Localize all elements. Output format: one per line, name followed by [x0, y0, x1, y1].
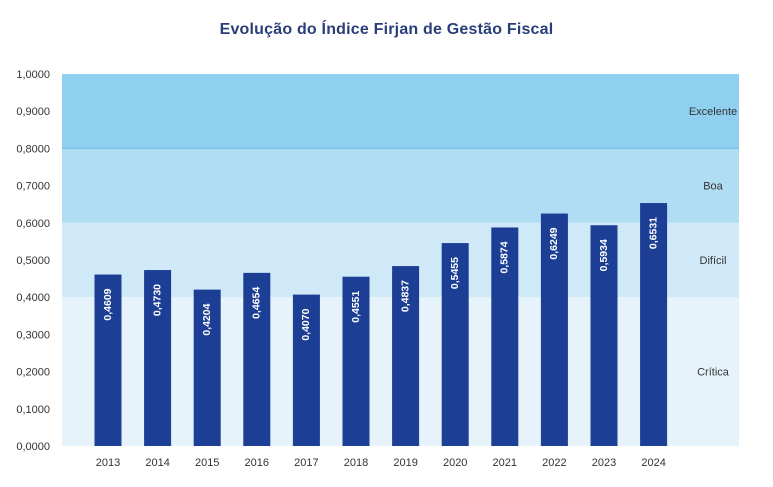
bar-value-label: 0,4609: [102, 288, 114, 320]
bar: [193, 289, 221, 446]
chart-title: Evolução do Índice Firjan de Gestão Fisc…: [219, 21, 554, 38]
bar: [292, 294, 320, 446]
y-axis-ticks: 0,0000 0,1000 0,2000 0,3000 0,4000 0,5000 0,60…: [16, 69, 50, 453]
band-label-0: Crítica: [697, 367, 730, 379]
bar-value-label: 0,4070: [300, 308, 312, 340]
x-axis-ticks: 2013 2014 2015 2016 2017 2018 2019 2020 2021 2022…: [96, 457, 666, 469]
bar-value-label: 0,6249: [548, 227, 560, 259]
x-tick-label: 2017: [294, 457, 318, 469]
bar-value-label: 0,6531: [647, 217, 659, 249]
bar-value-label: 0,4654: [251, 287, 263, 319]
bar-value-label: 0,5455: [449, 257, 461, 289]
x-tick-label: 2013: [96, 457, 120, 469]
x-tick-label: 2015: [195, 457, 219, 469]
band-3: [62, 74, 739, 149]
bar: [590, 225, 618, 446]
bar: [392, 266, 420, 446]
y-tick-label: 0,9000: [16, 106, 50, 118]
bar-value-label: 0,5934: [598, 239, 610, 271]
bar-value-label: 0,4204: [201, 303, 213, 335]
x-tick-label: 2024: [641, 457, 665, 469]
y-tick-label: 0,3000: [16, 329, 50, 341]
x-tick-label: 2023: [592, 457, 616, 469]
band-label-1: Difícil: [700, 255, 727, 267]
bar: [144, 270, 172, 446]
bar-value-label: 0,4837: [399, 280, 411, 312]
performance-bands: Crítica Difícil Boa Excelente: [62, 74, 739, 446]
bars: 0,4609 0,4730 0,4204 0,4654 0,4070 0,4551 0,48…: [94, 203, 668, 446]
y-tick-label: 1,0000: [16, 69, 50, 81]
bar: [640, 203, 668, 446]
bar: [540, 213, 568, 446]
x-tick-label: 2016: [245, 457, 269, 469]
bar: [94, 274, 122, 446]
x-tick-label: 2018: [344, 457, 368, 469]
x-tick-label: 2022: [542, 457, 566, 469]
x-tick-label: 2020: [443, 457, 467, 469]
x-tick-label: 2019: [393, 457, 417, 469]
bar: [342, 276, 370, 446]
y-tick-label: 0,0000: [16, 441, 50, 453]
band-label-2: Boa: [703, 181, 723, 193]
y-tick-label: 0,7000: [16, 181, 50, 193]
bar-value-label: 0,4730: [151, 284, 163, 316]
band-label-3: Excelente: [689, 106, 737, 118]
y-tick-label: 0,4000: [16, 292, 50, 304]
y-tick-label: 0,1000: [16, 404, 50, 416]
y-tick-label: 0,6000: [16, 218, 50, 230]
y-tick-label: 0,5000: [16, 255, 50, 267]
y-tick-label: 0,8000: [16, 143, 50, 155]
bar: [491, 227, 519, 446]
x-tick-label: 2014: [145, 457, 169, 469]
bar: [441, 243, 469, 446]
bar: [243, 272, 271, 446]
bar-value-label: 0,5874: [499, 241, 511, 273]
x-tick-label: 2021: [493, 457, 517, 469]
band-2: [62, 148, 739, 223]
bar-value-label: 0,4551: [350, 290, 362, 322]
y-tick-label: 0,2000: [16, 367, 50, 379]
